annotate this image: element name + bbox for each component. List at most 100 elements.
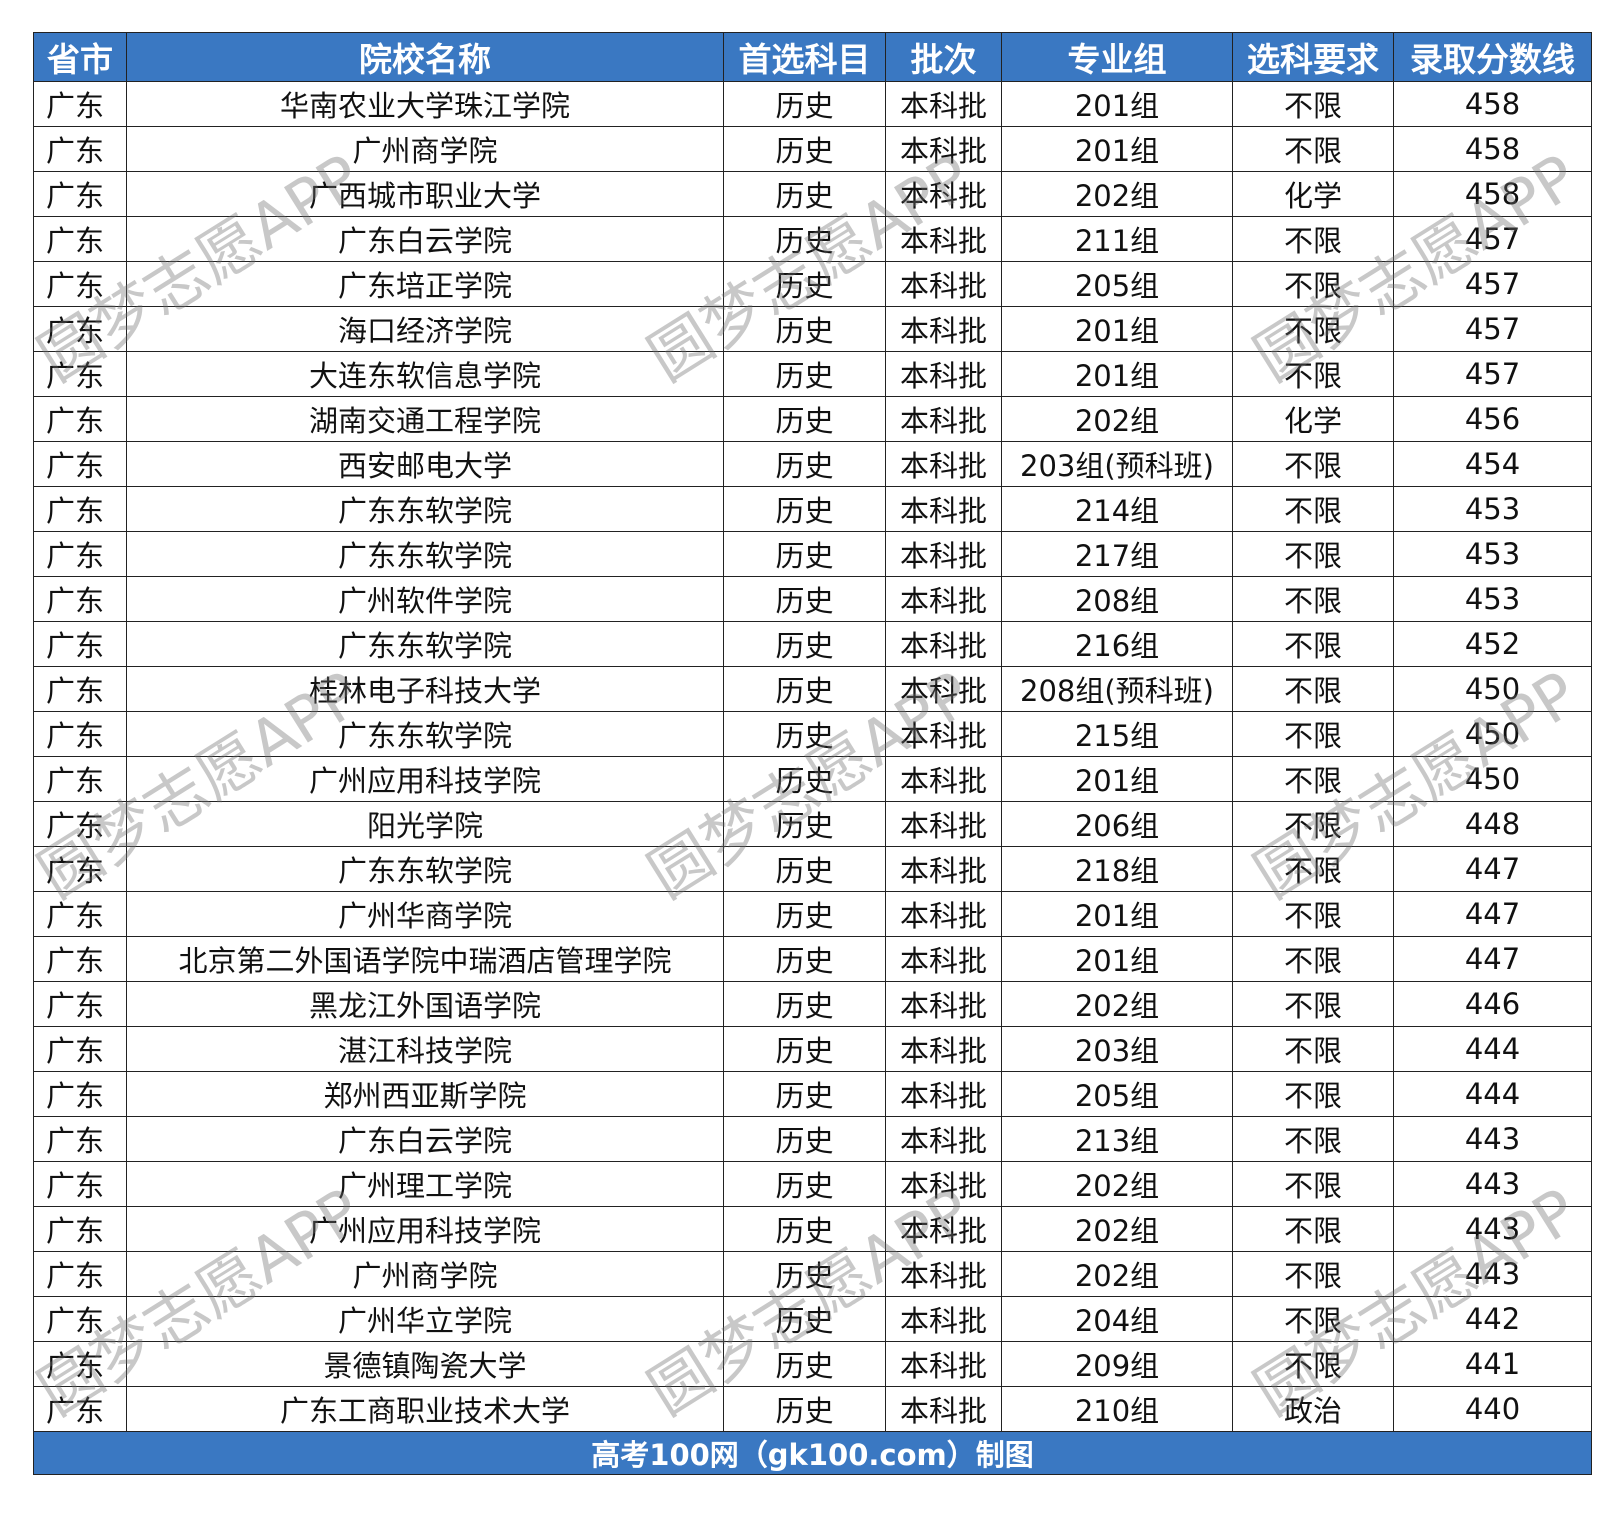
table-cell: 444	[1393, 1071, 1592, 1117]
table-cell: 201组	[1001, 756, 1233, 802]
table-cell: 历史	[723, 261, 886, 307]
table-cell: 不限	[1232, 126, 1394, 172]
table-cell: 广东	[33, 81, 127, 127]
table-cell: 历史	[723, 1161, 886, 1207]
table-cell: 广东	[33, 1071, 127, 1117]
table-cell: 本科批	[885, 801, 1002, 847]
table-cell: 景德镇陶瓷大学	[126, 1341, 724, 1387]
table-cell: 广东	[33, 261, 127, 307]
table-cell: 本科批	[885, 621, 1002, 667]
table-cell: 442	[1393, 1296, 1592, 1342]
table-cell: 204组	[1001, 1296, 1233, 1342]
table-cell: 广东	[33, 1386, 127, 1432]
table-cell: 广东	[33, 1161, 127, 1207]
table-cell: 453	[1393, 486, 1592, 532]
table-cell: 本科批	[885, 1026, 1002, 1072]
table-cell: 447	[1393, 891, 1592, 937]
table-cell: 201组	[1001, 126, 1233, 172]
table-cell: 不限	[1232, 261, 1394, 307]
table-row: 广东 广州软件学院 历史 本科批 208组 不限 453	[33, 576, 1592, 622]
table-cell: 不限	[1232, 306, 1394, 352]
table-cell: 本科批	[885, 1386, 1002, 1432]
table-cell: 446	[1393, 981, 1592, 1027]
table-cell: 不限	[1232, 711, 1394, 757]
table-cell: 本科批	[885, 1341, 1002, 1387]
table-cell: 201组	[1001, 351, 1233, 397]
table-cell: 历史	[723, 1296, 886, 1342]
header-cell: 批次	[885, 32, 1002, 82]
table-cell: 210组	[1001, 1386, 1233, 1432]
table-cell: 216组	[1001, 621, 1233, 667]
table-cell: 不限	[1232, 1206, 1394, 1252]
table-cell: 北京第二外国语学院中瑞酒店管理学院	[126, 936, 724, 982]
table-cell: 广东培正学院	[126, 261, 724, 307]
table-cell: 443	[1393, 1161, 1592, 1207]
table-cell: 历史	[723, 306, 886, 352]
table-row: 广东 广州华商学院 历史 本科批 201组 不限 447	[33, 891, 1592, 937]
table-cell: 本科批	[885, 1116, 1002, 1162]
table-cell: 本科批	[885, 1161, 1002, 1207]
table-cell: 457	[1393, 306, 1592, 352]
table-cell: 广东	[33, 1341, 127, 1387]
table-cell: 不限	[1232, 486, 1394, 532]
table-cell: 458	[1393, 171, 1592, 217]
table-row: 广东 湛江科技学院 历史 本科批 203组 不限 444	[33, 1026, 1592, 1072]
table-cell: 广东东软学院	[126, 531, 724, 577]
table-cell: 不限	[1232, 1341, 1394, 1387]
table-cell: 历史	[723, 981, 886, 1027]
table-row: 广东 湖南交通工程学院 历史 本科批 202组 化学 456	[33, 396, 1592, 442]
table-cell: 450	[1393, 666, 1592, 712]
table-cell: 西安邮电大学	[126, 441, 724, 487]
header-row: 省市 院校名称 首选科目 批次 专业组 选科要求 录取分数线	[33, 32, 1592, 82]
table-cell: 历史	[723, 1386, 886, 1432]
table-cell: 201组	[1001, 936, 1233, 982]
table-cell: 广东	[33, 126, 127, 172]
table-cell: 不限	[1232, 441, 1394, 487]
table-cell: 不限	[1232, 846, 1394, 892]
table-cell: 201组	[1001, 81, 1233, 127]
header-cell: 专业组	[1001, 32, 1233, 82]
table-cell: 本科批	[885, 666, 1002, 712]
table-cell: 203组	[1001, 1026, 1233, 1072]
table-cell: 历史	[723, 1206, 886, 1252]
table-cell: 广东	[33, 486, 127, 532]
table-cell: 本科批	[885, 1206, 1002, 1252]
table-cell: 217组	[1001, 531, 1233, 577]
table-cell: 历史	[723, 666, 886, 712]
table-cell: 广东	[33, 171, 127, 217]
table-cell: 不限	[1232, 576, 1394, 622]
table-row: 广东 北京第二外国语学院中瑞酒店管理学院 历史 本科批 201组 不限 447	[33, 936, 1592, 982]
table-row: 广东 海口经济学院 历史 本科批 201组 不限 457	[33, 306, 1592, 352]
table-cell: 广州华立学院	[126, 1296, 724, 1342]
table-cell: 广东	[33, 576, 127, 622]
table-cell: 不限	[1232, 1116, 1394, 1162]
table-cell: 历史	[723, 486, 886, 532]
table-cell: 化学	[1232, 171, 1394, 217]
table-cell: 不限	[1232, 81, 1394, 127]
table-cell: 历史	[723, 396, 886, 442]
table-cell: 443	[1393, 1206, 1592, 1252]
table-cell: 大连东软信息学院	[126, 351, 724, 397]
table-cell: 本科批	[885, 486, 1002, 532]
header-cell: 首选科目	[723, 32, 886, 82]
table-cell: 不限	[1232, 1026, 1394, 1072]
table-row: 广东 桂林电子科技大学 历史 本科批 208组(预科班) 不限 450	[33, 666, 1592, 712]
table-row: 广东 西安邮电大学 历史 本科批 203组(预科班) 不限 454	[33, 441, 1592, 487]
table-cell: 广东	[33, 936, 127, 982]
table-cell: 政治	[1232, 1386, 1394, 1432]
table-cell: 202组	[1001, 1161, 1233, 1207]
table-cell: 本科批	[885, 981, 1002, 1027]
table-cell: 444	[1393, 1026, 1592, 1072]
table-cell: 不限	[1232, 801, 1394, 847]
table-row: 广东 郑州西亚斯学院 历史 本科批 205组 不限 444	[33, 1071, 1592, 1117]
table-cell: 不限	[1232, 936, 1394, 982]
table-cell: 205组	[1001, 1071, 1233, 1117]
table-row: 广东 广东东软学院 历史 本科批 214组 不限 453	[33, 486, 1592, 532]
table-cell: 广州理工学院	[126, 1161, 724, 1207]
table-cell: 450	[1393, 756, 1592, 802]
table-row: 广东 广州理工学院 历史 本科批 202组 不限 443	[33, 1161, 1592, 1207]
table-cell: 历史	[723, 936, 886, 982]
table-cell: 本科批	[885, 216, 1002, 262]
table-cell: 湛江科技学院	[126, 1026, 724, 1072]
table-cell: 历史	[723, 216, 886, 262]
